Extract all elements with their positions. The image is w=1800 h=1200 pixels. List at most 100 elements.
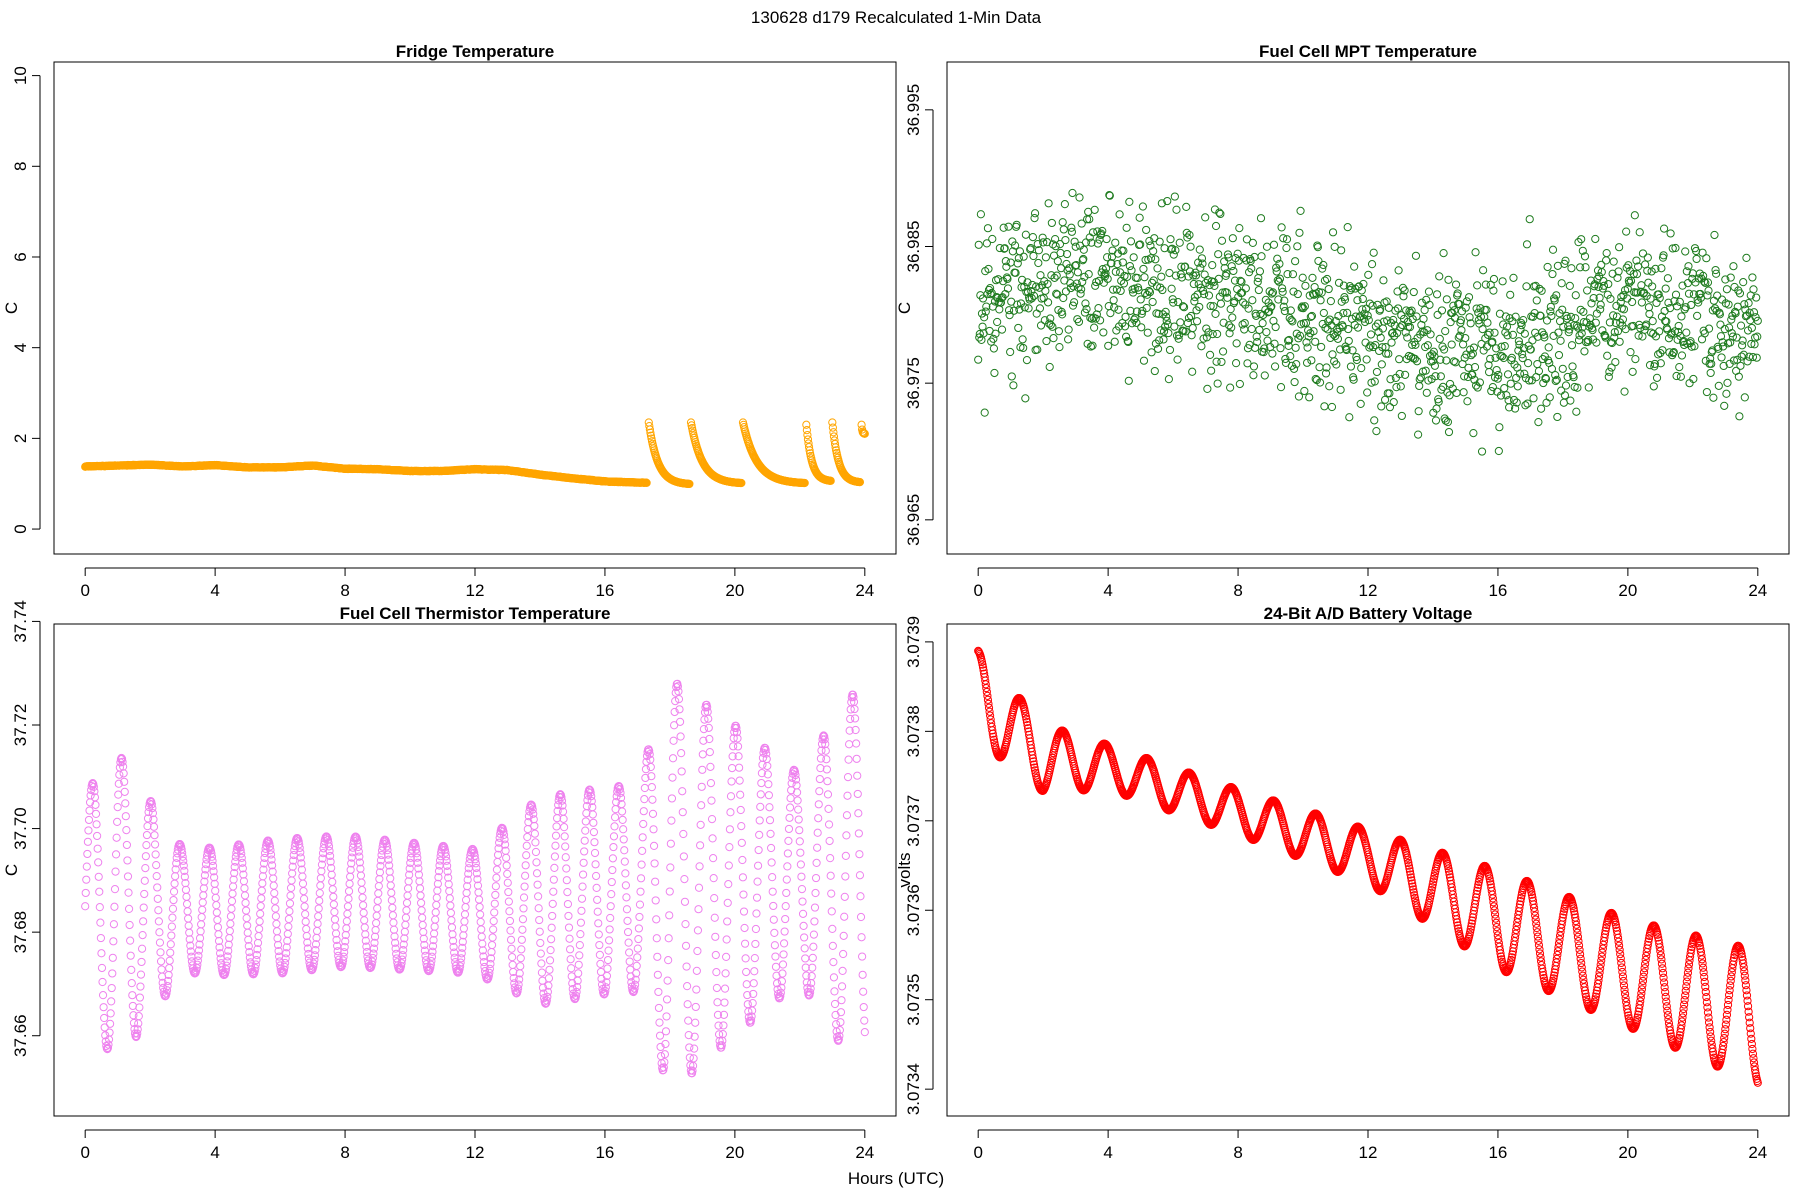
data-point (828, 418, 837, 427)
data-point (1446, 318, 1455, 327)
data-point (1156, 283, 1165, 292)
data-point (1700, 329, 1709, 338)
data-point (1020, 303, 1029, 312)
data-point (157, 965, 166, 974)
data-point (1383, 389, 1392, 398)
data-point (1506, 379, 1515, 388)
data-point (1041, 286, 1050, 295)
data-point (859, 1002, 868, 1012)
data-point (1114, 305, 1123, 314)
data-point (1268, 349, 1277, 358)
data-point (1071, 242, 1080, 251)
data-point (1038, 233, 1047, 242)
data-point (640, 783, 649, 793)
data-point (504, 897, 513, 906)
data-point (696, 841, 705, 850)
data-point (1182, 228, 1191, 238)
data-point (1603, 351, 1612, 360)
data-point (1344, 336, 1353, 346)
data-point (166, 948, 175, 957)
data-point (1685, 379, 1694, 388)
data-point (605, 925, 614, 934)
data-point (650, 859, 659, 868)
data-point (1663, 274, 1672, 283)
data-point (736, 790, 745, 799)
data-point (797, 885, 807, 894)
data-point (115, 770, 124, 779)
data-point (285, 907, 294, 916)
data-point (797, 872, 806, 881)
data-point (388, 903, 397, 912)
y-axis-label: C (2, 864, 21, 876)
data-point (574, 960, 583, 969)
data-point (1039, 238, 1048, 247)
y-tick-label: 37.68 (11, 911, 30, 954)
data-point (766, 829, 775, 838)
data-point (1702, 254, 1711, 263)
data-point (1693, 311, 1702, 320)
data-point (842, 831, 851, 840)
data-point (1628, 297, 1637, 307)
data-point (1337, 246, 1346, 255)
data-point (93, 831, 102, 841)
data-point (707, 815, 717, 824)
data-point (492, 873, 501, 882)
y-tick-label: 10 (11, 66, 30, 85)
data-point (803, 430, 812, 440)
data-point (1425, 300, 1434, 309)
data-point (1553, 412, 1562, 422)
x-tick-label: 24 (855, 1143, 874, 1162)
y-tick-label: 2 (11, 434, 30, 443)
data-point (713, 998, 722, 1007)
data-point (735, 763, 744, 772)
data-point (225, 933, 234, 943)
data-point (567, 964, 576, 973)
data-point (687, 421, 696, 430)
data-point (1516, 325, 1525, 334)
data-point (591, 860, 600, 869)
data-point (642, 478, 651, 487)
data-point (1327, 402, 1337, 412)
y-axis-label: C (2, 302, 21, 314)
data-point (447, 923, 457, 932)
data-point (982, 239, 991, 248)
data-point (809, 930, 818, 939)
data-point (610, 822, 619, 831)
data-point (1415, 381, 1424, 391)
data-point (1019, 252, 1028, 261)
data-point (136, 970, 146, 979)
data-point (840, 912, 849, 921)
data-point (1506, 290, 1515, 299)
data-point (1087, 314, 1097, 323)
data-point (781, 914, 790, 924)
data-point (1366, 330, 1376, 339)
data-point (706, 762, 715, 771)
data-point (667, 794, 677, 803)
data-point (798, 909, 808, 918)
data-point (1115, 210, 1124, 219)
data-point (1148, 297, 1157, 307)
data-point (1044, 199, 1053, 208)
data-point (1276, 383, 1286, 392)
data-point (1749, 308, 1759, 317)
x-tick-label: 12 (1359, 1143, 1378, 1162)
x-tick-label: 4 (1103, 1143, 1112, 1162)
data-point (679, 829, 688, 839)
data-point (108, 969, 117, 978)
data-point (517, 935, 526, 944)
data-point (1537, 404, 1546, 413)
data-point (1522, 240, 1532, 249)
data-point (418, 920, 427, 930)
data-point (168, 904, 178, 913)
data-point (1644, 303, 1654, 312)
data-point (595, 940, 604, 950)
data-point (503, 878, 512, 887)
data-point (301, 910, 310, 919)
data-point (1014, 323, 1023, 333)
data-point (1213, 329, 1222, 339)
data-point (739, 890, 748, 899)
data-point (1556, 336, 1565, 345)
data-point (609, 842, 618, 852)
data-point (786, 794, 795, 803)
